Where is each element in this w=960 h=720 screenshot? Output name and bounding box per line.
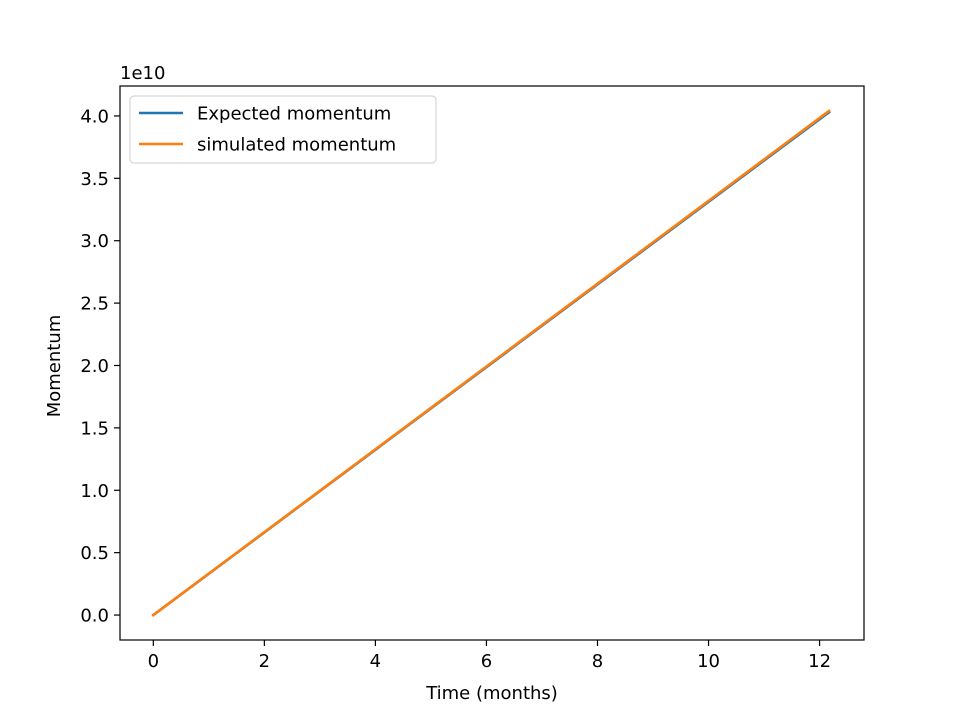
y-tick-label: 0.0 (80, 606, 109, 627)
x-tick-label: 6 (481, 651, 492, 672)
legend-box (129, 95, 437, 164)
x-tick-label: 4 (370, 651, 381, 672)
y-axis-label: Momentum (44, 315, 65, 418)
x-tick-label: 2 (259, 651, 270, 672)
y-tick-label: 1.5 (80, 418, 109, 439)
y-tick-label: 1.0 (80, 481, 109, 502)
x-axis-label: Time (months) (425, 683, 558, 704)
x-tick-label: 10 (697, 651, 720, 672)
y-tick-label: 4.0 (80, 106, 109, 127)
y-offset-label: 1e10 (120, 63, 165, 84)
x-tick-label: 12 (808, 651, 831, 672)
y-tick-label: 0.5 (80, 543, 109, 564)
x-tick-label: 8 (592, 651, 603, 672)
y-axis-ticks: 0.0 0.5 1.0 1.5 2.0 2.5 3.0 3.5 4.0 (80, 106, 120, 627)
legend: Expected momentum simulated momentum (129, 95, 437, 164)
legend-label-simulated-momentum: simulated momentum (197, 135, 396, 156)
y-tick-label: 3.5 (80, 169, 109, 190)
y-tick-label: 2.5 (80, 294, 109, 315)
series-line-simulated-momentum (151, 109, 831, 617)
series-layer (151, 109, 831, 617)
plot-frame (119, 85, 865, 641)
x-tick-label: 0 (148, 651, 159, 672)
y-tick-label: 2.0 (80, 356, 109, 377)
y-tick-label: 3.0 (80, 231, 109, 252)
legend-label-expected-momentum: Expected momentum (197, 104, 391, 125)
x-axis-ticks: 0 2 4 6 8 10 12 (148, 640, 831, 672)
